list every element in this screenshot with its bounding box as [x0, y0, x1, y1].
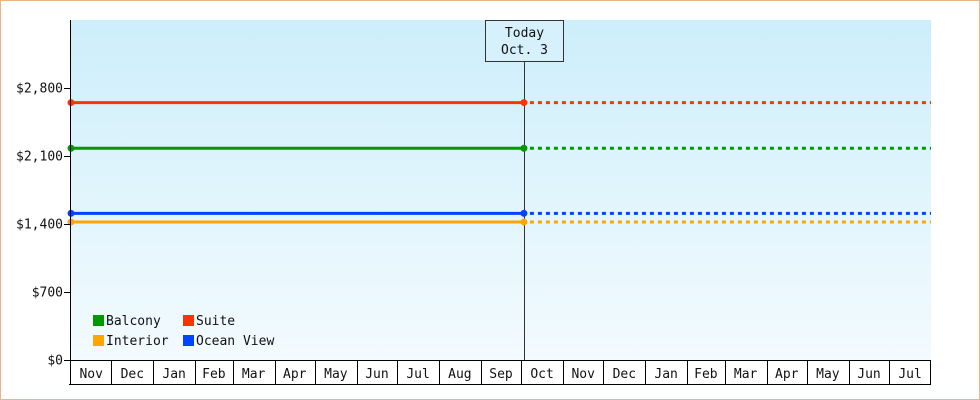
y-tick-label: $0: [47, 354, 63, 369]
data-point-interior-2: [520, 218, 528, 226]
today-marker-date: Oct. 3: [501, 43, 548, 58]
x-tick-label: Jul: [898, 367, 921, 382]
x-tick-label: Sep: [489, 367, 513, 382]
x-tick-label: Jun: [365, 367, 388, 382]
x-tick-label: Apr: [775, 367, 799, 382]
x-tick-label: Nov: [79, 367, 103, 382]
y-tick-label: $2,100: [16, 150, 63, 165]
x-tick-label: Aug: [448, 367, 471, 382]
x-tick-label: Nov: [571, 367, 595, 382]
legend-label-suite: Suite: [196, 314, 235, 329]
x-tick-label: May: [816, 367, 840, 382]
x-tick-label: Feb: [202, 367, 226, 382]
today-marker-box: [485, 20, 564, 62]
x-tick-label: Apr: [283, 367, 307, 382]
y-tick-label: $700: [32, 286, 63, 301]
x-tick-label: Dec: [121, 367, 144, 382]
x-tick-label: Jul: [406, 367, 429, 382]
legend-label-balcony: Balcony: [106, 314, 161, 329]
plot-background: [71, 20, 931, 360]
legend-label-ocean-view: Ocean View: [196, 334, 274, 349]
x-tick-label: Oct: [530, 367, 553, 382]
legend-swatch-suite: [183, 315, 194, 326]
data-point-balcony-2: [520, 144, 528, 152]
x-tick-label: Dec: [613, 367, 636, 382]
x-tick-label: Feb: [694, 367, 718, 382]
legend-swatch-balcony: [93, 315, 104, 326]
legend-label-interior: Interior: [106, 334, 169, 349]
today-marker-label: Today: [505, 26, 544, 41]
x-tick-label: Mar: [242, 367, 266, 382]
legend-swatch-ocean-view: [183, 335, 194, 346]
y-tick-label: $1,400: [16, 218, 63, 233]
x-tick-label: Jun: [857, 367, 880, 382]
legend-swatch-interior: [93, 335, 104, 346]
x-tick-label: Jan: [654, 367, 677, 382]
x-tick-label: Jan: [162, 367, 185, 382]
x-tick-label: May: [324, 367, 348, 382]
y-tick-label: $2,800: [16, 82, 63, 97]
x-tick-label: Mar: [734, 367, 758, 382]
data-point-ocean-view-2: [520, 209, 528, 217]
data-point-suite-2: [520, 99, 528, 107]
